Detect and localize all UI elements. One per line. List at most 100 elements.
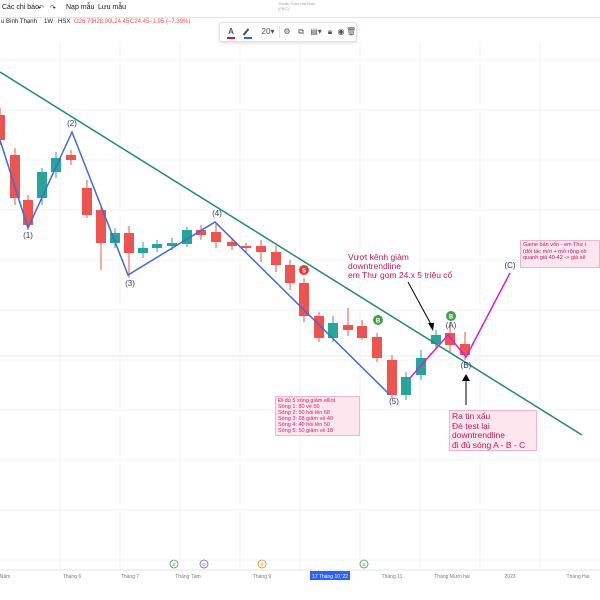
candle-body: [0, 115, 5, 140]
signal-badge: [446, 311, 456, 321]
copy-icon[interactable]: ⧉: [298, 27, 304, 36]
pen-icon[interactable]: [242, 26, 254, 39]
candle-body: [401, 377, 411, 395]
x-tick-label: Tháng Mười hai: [434, 574, 470, 580]
bad-news-annotation[interactable]: Ra tin xấu Đè test lại downtrendline đi …: [449, 410, 537, 451]
event-marker[interactable]: [359, 559, 369, 569]
x-tick-label: Tháng 7: [121, 574, 140, 580]
high-value: H28.90: [92, 19, 112, 25]
candle-body: [10, 155, 20, 198]
drawing-toolbar: A 20▾ ⚙ ⧉ ▤▾ 🔒︎ ◉ 🗑︎: [219, 22, 357, 42]
indicators-button[interactable]: Các chỉ báo: [2, 4, 39, 11]
signal-badge-label: B: [376, 319, 381, 325]
template-icon[interactable]: ▤▾: [310, 27, 322, 36]
abc-wave-line: [409, 272, 511, 379]
candle-body: [460, 344, 470, 355]
candle-body: [82, 188, 92, 215]
interval-label[interactable]: 1W: [44, 19, 53, 25]
candle-body: [241, 246, 251, 248]
close-value: C24.45: [130, 19, 150, 25]
candle-body: [431, 335, 441, 344]
candle-body: [299, 283, 309, 316]
elliott-summary-annotation[interactable]: Đi đủ 5 sóng giảm elliot Sóng 1: 80 về 5…: [275, 396, 360, 436]
x-tick-label: 17 Tháng 10 '22: [312, 574, 348, 580]
save-template-button[interactable]: Lưu mẫu: [98, 4, 127, 11]
open-value: O26.70: [74, 19, 94, 25]
event-marker-label: E: [172, 562, 175, 567]
candle-body: [227, 242, 237, 246]
change-value: −1.95 (−7.39%): [149, 19, 191, 25]
x-tick-label: Năm: [0, 574, 10, 580]
candle-body: [51, 158, 61, 172]
arrow-head: [462, 374, 470, 381]
candle-body: [328, 323, 338, 338]
candle-body: [96, 210, 106, 243]
arrow-head: [428, 323, 434, 331]
load-template-button[interactable]: Nạp mẫu: [66, 4, 95, 11]
candle-body: [37, 172, 47, 198]
text-color-icon[interactable]: A: [225, 26, 237, 39]
candle-body: [124, 233, 134, 253]
channel-break-annotation[interactable]: Vượt kênh giảm downtrendline em Thư gom …: [348, 252, 453, 280]
event-marker[interactable]: [257, 559, 267, 569]
x-axis: Năm Tháng 6 Tháng 7 Tháng Tám Tháng 9 17 Thán…: [0, 559, 600, 580]
signal-badge: [373, 315, 383, 325]
visibility-icon[interactable]: ◉: [337, 27, 345, 36]
wave-label-correction: (C): [504, 261, 515, 270]
delete-icon[interactable]: 🗑︎: [346, 27, 357, 36]
candle-body: [138, 248, 148, 253]
x-tick-label: Tháng Tám: [175, 574, 200, 580]
x-tick-label: Tháng 11: [382, 574, 403, 580]
candle-body: [211, 232, 221, 242]
signal-badge-label: B: [449, 315, 454, 321]
candle-body: [152, 244, 162, 248]
drawings: (1) (2) (3) (4) (5) (A) (B) (C) S B B: [0, 71, 583, 436]
arrow-line: [407, 281, 434, 329]
candle-body: [23, 200, 33, 225]
x-tick-label: 2023: [504, 574, 515, 580]
candle-body: [110, 233, 120, 243]
event-marker-label: D: [202, 562, 206, 567]
wave-label-impulse: (1): [23, 231, 33, 240]
redo-icon[interactable]: ↷: [50, 5, 56, 12]
wave-label-impulse: (2): [67, 119, 77, 128]
wave-label-impulse: (4): [212, 209, 222, 218]
event-marker-label: S: [260, 562, 263, 567]
signal-badge: [299, 265, 309, 275]
candle-body: [182, 230, 192, 244]
candle-body: [196, 230, 206, 235]
x-axis-highlight: [310, 571, 350, 580]
elliott-wave-line: [0, 130, 391, 396]
low-value: L24.45: [111, 19, 130, 25]
wave-label-correction: (A): [446, 321, 457, 330]
downtrend-line: [0, 71, 583, 436]
candle-body: [167, 243, 177, 246]
line-width-selector[interactable]: 20▾: [261, 27, 275, 36]
candle-body: [372, 337, 382, 358]
candle-body: [343, 325, 353, 330]
settings-icon[interactable]: ⚙: [283, 27, 291, 36]
candle-body: [256, 246, 266, 252]
candle-body: [285, 265, 295, 283]
candle-body: [387, 360, 397, 395]
candle-body: [271, 252, 281, 265]
exchange-label: HSX: [58, 19, 71, 25]
wave-label-correction: (B): [461, 361, 472, 370]
x-tick-label: Tháng 6: [63, 574, 82, 580]
undo-icon[interactable]: ↶: [38, 5, 44, 12]
candle-body: [314, 316, 324, 338]
signal-badge-label: S: [302, 269, 306, 275]
candle-body: [357, 326, 367, 338]
lock-icon[interactable]: 🔒︎: [327, 27, 333, 36]
wave-label-impulse: (5): [389, 397, 399, 406]
x-tick-label: Tháng 9: [253, 574, 272, 580]
candle-body: [445, 333, 455, 345]
wave-label-impulse: (3): [125, 279, 135, 288]
event-marker[interactable]: [199, 559, 209, 569]
event-marker[interactable]: [169, 559, 179, 569]
x-tick-label: Tháng Hai: [566, 574, 589, 580]
top-menu-bar: Các chỉ báo ↶ ↷ Nạp mẫu Lưu mẫu Thuận To…: [0, 0, 600, 18]
game-note-annotation[interactable]: Game bán vốn - em Thư t (đối tác mới + m…: [520, 240, 600, 268]
event-marker-label: E: [362, 562, 365, 567]
